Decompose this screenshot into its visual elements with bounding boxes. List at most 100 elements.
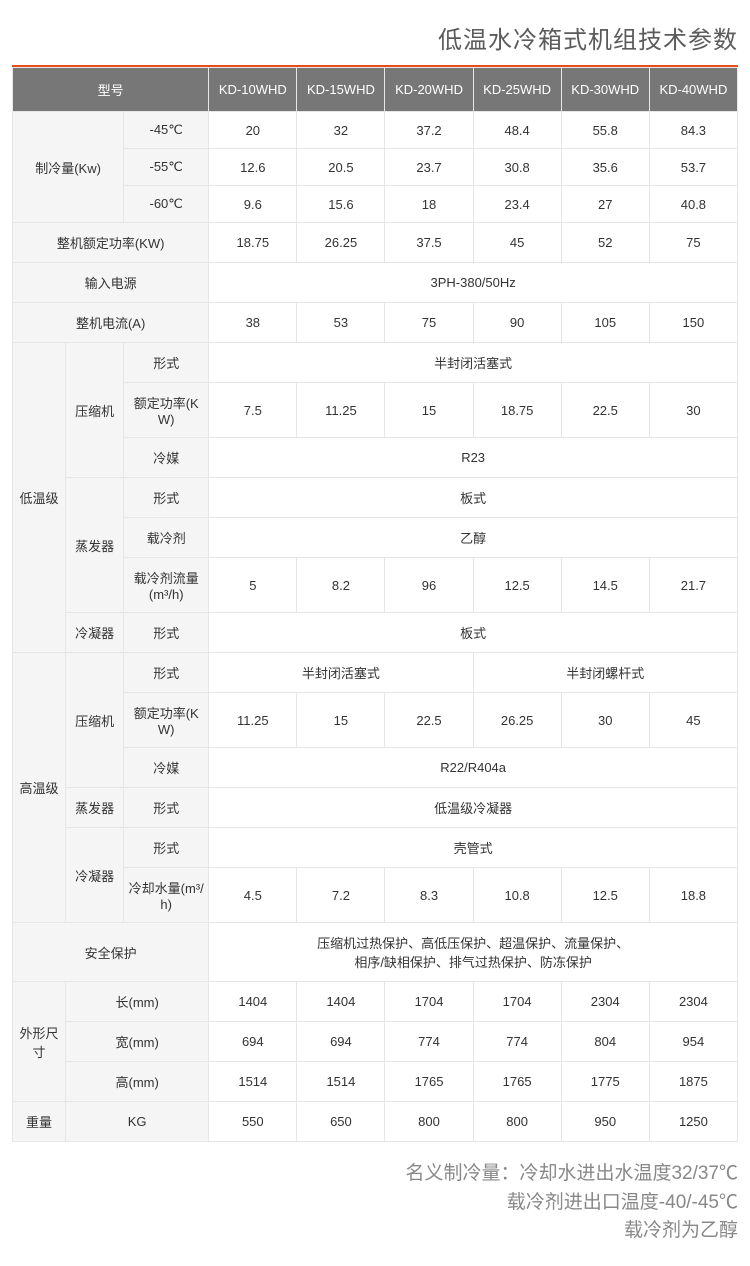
cell: 4.5 <box>209 868 297 923</box>
cell: 7.2 <box>297 868 385 923</box>
weight-label: 重量 <box>13 1102 66 1142</box>
cell: 11.25 <box>297 383 385 438</box>
sub-label: 形式 <box>124 828 209 868</box>
sub-label: 冷媒 <box>124 438 209 478</box>
cell: 7.5 <box>209 383 297 438</box>
cell: 2304 <box>561 982 649 1022</box>
cell: 18.75 <box>473 383 561 438</box>
cell: 40.8 <box>649 186 737 223</box>
temp-label: -60℃ <box>124 186 209 223</box>
cell: 1404 <box>209 982 297 1022</box>
cell: 半封闭活塞式 <box>209 343 738 383</box>
cell: 32 <box>297 112 385 149</box>
cell: 5 <box>209 558 297 613</box>
table-row: 整机额定功率(KW) 18.75 26.25 37.5 45 52 75 <box>13 223 738 263</box>
cell: 板式 <box>209 478 738 518</box>
cell: 1250 <box>649 1102 737 1142</box>
cell: 半封闭活塞式 <box>209 653 473 693</box>
cell: 26.25 <box>297 223 385 263</box>
cell: 壳管式 <box>209 828 738 868</box>
cell: R22/R404a <box>209 748 738 788</box>
temp-label: -55℃ <box>124 149 209 186</box>
cell: 27 <box>561 186 649 223</box>
table-row: 冷凝器 形式 板式 <box>13 613 738 653</box>
cell: 1704 <box>385 982 473 1022</box>
temp-label: -45℃ <box>124 112 209 149</box>
table-row: 重量 KG 550 650 800 800 950 1250 <box>13 1102 738 1142</box>
cell: 1514 <box>209 1062 297 1102</box>
cell: 22.5 <box>561 383 649 438</box>
page-container: 低温水冷箱式机组技术参数 型号 KD-10WHD KD-15WHD KD-20W… <box>0 0 750 1266</box>
cooling-label: 制冷量(Kw) <box>13 112 124 223</box>
model-col: KD-40WHD <box>649 68 737 112</box>
table-row: 蒸发器 形式 板式 <box>13 478 738 518</box>
cell: 1875 <box>649 1062 737 1102</box>
cell: 23.4 <box>473 186 561 223</box>
cell: 10.8 <box>473 868 561 923</box>
model-col: KD-15WHD <box>297 68 385 112</box>
cell: 14.5 <box>561 558 649 613</box>
cell: 1404 <box>297 982 385 1022</box>
cell: 38 <box>209 303 297 343</box>
cell: 30 <box>561 693 649 748</box>
cell: 12.6 <box>209 149 297 186</box>
cell: 半封闭螺杆式 <box>473 653 737 693</box>
cell: 84.3 <box>649 112 737 149</box>
cell: 26.25 <box>473 693 561 748</box>
footnote-line: 名义制冷量：冷却水进出水温度32/37℃ <box>12 1160 738 1189</box>
cell: 90 <box>473 303 561 343</box>
high-stage-label: 高温级 <box>13 653 66 923</box>
power-in-label: 输入电源 <box>13 263 209 303</box>
sub-label: 冷却水量(m³/h) <box>124 868 209 923</box>
safety-line2: 相序/缺相保护、排气过热保护、防冻保护 <box>354 955 592 970</box>
sub-label: 形式 <box>124 788 209 828</box>
table-row: 高(mm) 1514 1514 1765 1765 1775 1875 <box>13 1062 738 1102</box>
cell: 694 <box>209 1022 297 1062</box>
cell: 800 <box>385 1102 473 1142</box>
sub-label: 宽(mm) <box>66 1022 209 1062</box>
rated-power-label: 整机额定功率(KW) <box>13 223 209 263</box>
model-col: KD-20WHD <box>385 68 473 112</box>
sub-label: 形式 <box>124 613 209 653</box>
cell: 150 <box>649 303 737 343</box>
cell: 1765 <box>473 1062 561 1102</box>
cell: 30.8 <box>473 149 561 186</box>
safety-val: 压缩机过热保护、高低压保护、超温保护、流量保护、 相序/缺相保护、排气过热保护、… <box>209 923 738 982</box>
weight-unit: KG <box>66 1102 209 1142</box>
cell: 37.2 <box>385 112 473 149</box>
cell: 48.4 <box>473 112 561 149</box>
cell: 21.7 <box>649 558 737 613</box>
compressor-label: 压缩机 <box>66 343 124 478</box>
cell: 乙醇 <box>209 518 738 558</box>
cell: 52 <box>561 223 649 263</box>
cell: 550 <box>209 1102 297 1142</box>
cell: 804 <box>561 1022 649 1062</box>
cell: 11.25 <box>209 693 297 748</box>
sub-label: 形式 <box>124 478 209 518</box>
cell: 8.2 <box>297 558 385 613</box>
low-stage-label: 低温级 <box>13 343 66 653</box>
sub-label: 载冷剂 <box>124 518 209 558</box>
cell: 15 <box>385 383 473 438</box>
sub-label: 高(mm) <box>66 1062 209 1102</box>
cell: 1765 <box>385 1062 473 1102</box>
dims-label: 外形尺寸 <box>13 982 66 1102</box>
cell: 45 <box>649 693 737 748</box>
header-row: 型号 KD-10WHD KD-15WHD KD-20WHD KD-25WHD K… <box>13 68 738 112</box>
sub-label: 形式 <box>124 653 209 693</box>
cell: 774 <box>473 1022 561 1062</box>
sub-label: 冷媒 <box>124 748 209 788</box>
cell: 53.7 <box>649 149 737 186</box>
cell: 37.5 <box>385 223 473 263</box>
cell: 9.6 <box>209 186 297 223</box>
cond-label: 冷凝器 <box>66 613 124 653</box>
cell: 18.75 <box>209 223 297 263</box>
cell: 20 <box>209 112 297 149</box>
cell: 55.8 <box>561 112 649 149</box>
footnotes: 名义制冷量：冷却水进出水温度32/37℃ 载冷剂进出口温度-40/-45℃ 载冷… <box>12 1160 738 1246</box>
cell: 23.7 <box>385 149 473 186</box>
cell: 2304 <box>649 982 737 1022</box>
cell: 12.5 <box>561 868 649 923</box>
table-row: 冷凝器 形式 壳管式 <box>13 828 738 868</box>
table-row: 高温级 压缩机 形式 半封闭活塞式 半封闭螺杆式 <box>13 653 738 693</box>
